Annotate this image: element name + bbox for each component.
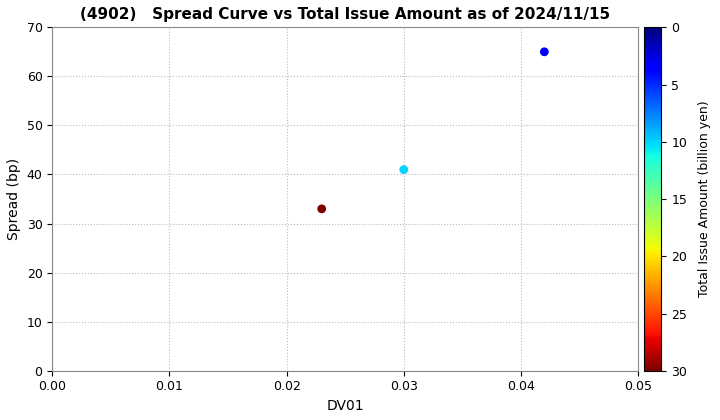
Title: (4902)   Spread Curve vs Total Issue Amount as of 2024/11/15: (4902) Spread Curve vs Total Issue Amoun… (80, 7, 611, 22)
Y-axis label: Spread (bp): Spread (bp) (7, 158, 21, 240)
Point (398, 166, 410, 173)
Point (539, 48, 550, 55)
Point (316, 205, 328, 212)
Y-axis label: Total Issue Amount (billion yen): Total Issue Amount (billion yen) (698, 101, 711, 297)
X-axis label: DV01: DV01 (326, 399, 364, 413)
